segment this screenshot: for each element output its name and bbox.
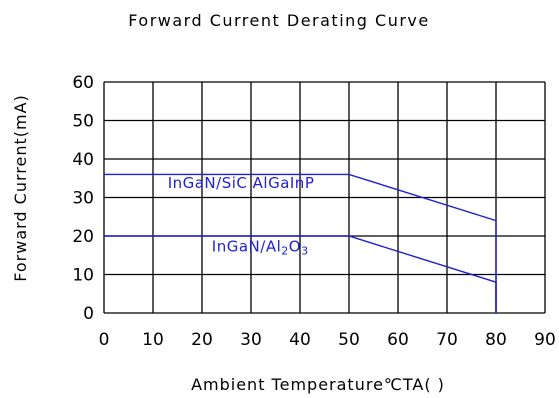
series-label-0: InGaN/SiC AlGaInP <box>168 174 315 192</box>
x-tick-label-2: 20 <box>191 330 213 350</box>
series-lines <box>104 173 497 313</box>
series-line-1 <box>104 235 497 313</box>
y-tick-label-5: 50 <box>72 112 94 132</box>
x-tick-label-6: 60 <box>387 330 409 350</box>
x-tick-label-1: 10 <box>142 330 164 350</box>
x-tick-label-8: 80 <box>485 330 507 350</box>
x-tick-label-5: 50 <box>338 330 360 350</box>
y-tick-label-6: 60 <box>72 73 94 93</box>
x-tick-label-4: 40 <box>289 330 311 350</box>
x-tick-label-0: 0 <box>99 330 110 350</box>
y-tick-labels: 0 10 20 30 40 50 60 <box>72 73 94 324</box>
y-tick-label-2: 20 <box>72 227 94 247</box>
series-labels: InGaN/SiC AlGaInP InGaN/Al2O3 <box>168 174 315 258</box>
y-tick-label-1: 10 <box>72 266 94 286</box>
y-tick-label-3: 30 <box>72 189 94 209</box>
chart-title: Forward Current Derating Curve <box>128 11 429 30</box>
chart-grid <box>103 81 546 314</box>
y-tick-label-4: 40 <box>72 150 94 170</box>
y-tick-label-0: 0 <box>83 304 94 324</box>
x-tick-labels: 0 10 20 30 40 50 60 70 80 90 <box>99 330 556 350</box>
x-axis-label: Ambient Temperature℃TA( ) <box>191 375 445 394</box>
series-label-1: InGaN/Al2O3 <box>212 237 309 257</box>
series-line-0 <box>104 173 497 313</box>
x-tick-label-9: 90 <box>534 330 556 350</box>
x-tick-label-3: 30 <box>240 330 262 350</box>
x-tick-label-7: 70 <box>436 330 458 350</box>
y-axis-label: Forward Current(mA) <box>11 94 30 282</box>
